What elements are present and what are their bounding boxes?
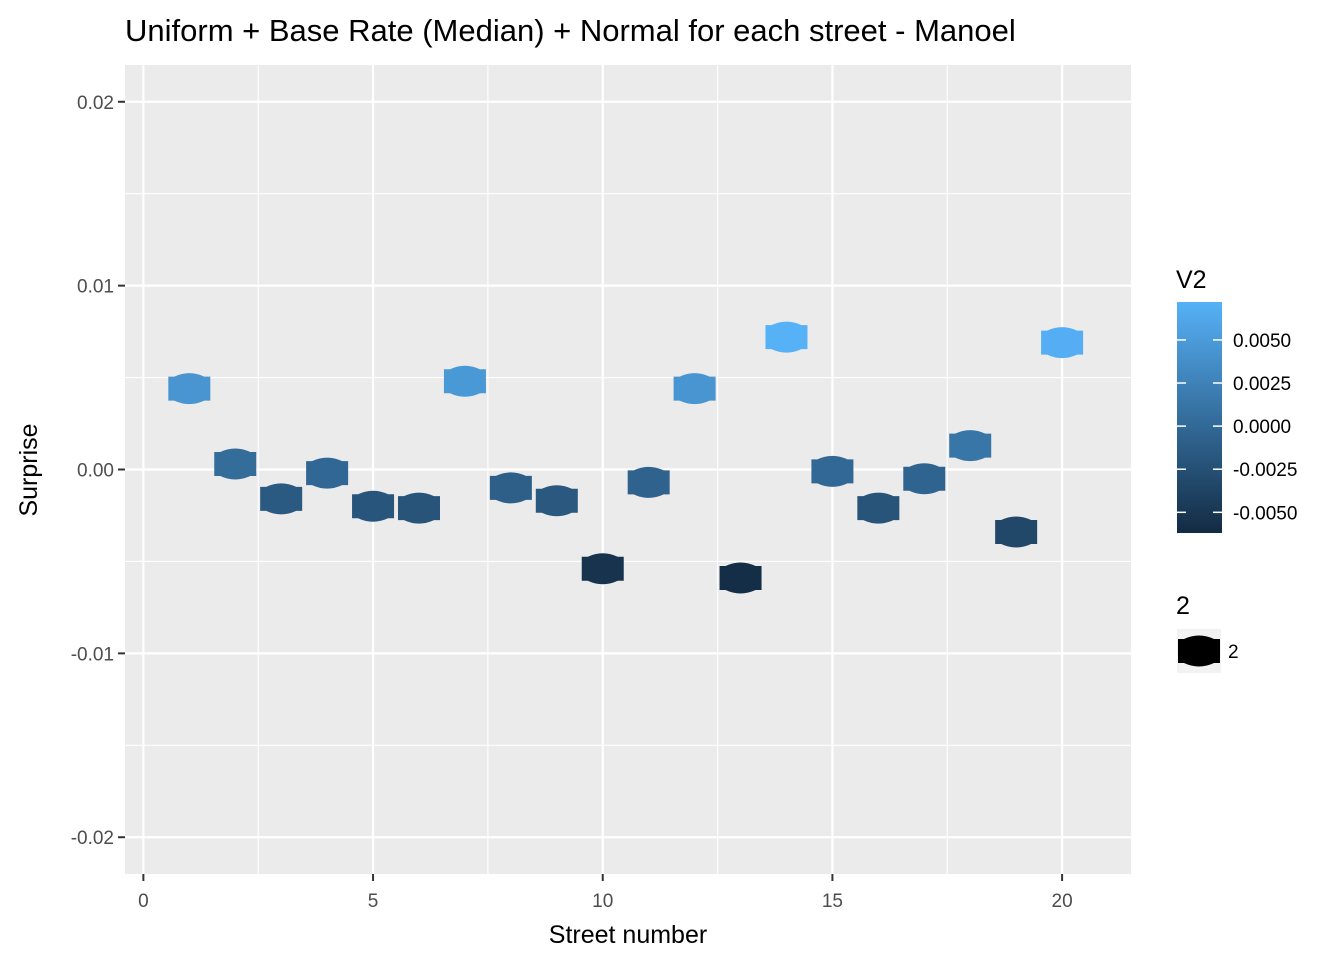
color-legend-bar xyxy=(1177,302,1222,533)
data-point xyxy=(581,553,624,585)
data-point xyxy=(673,373,716,405)
chart-title: Uniform + Base Rate (Median) + Normal fo… xyxy=(125,13,1016,48)
data-point xyxy=(949,430,992,462)
color-legend-tick-label: 0.0025 xyxy=(1233,374,1291,395)
data-point xyxy=(719,562,762,594)
shape-legend-marker xyxy=(1178,635,1220,667)
x-axis-title: Street number xyxy=(549,921,707,949)
y-tick-label: -0.01 xyxy=(71,644,114,665)
color-legend-tick-label: 0.0000 xyxy=(1233,417,1291,438)
color-legend-tick-label: -0.0050 xyxy=(1233,503,1297,524)
data-point xyxy=(168,373,211,405)
color-legend: V2 0.0050 0.0025 0.0000 -0.0025 -0.0050 xyxy=(1176,266,1297,533)
shape-legend-key xyxy=(1178,635,1220,667)
data-points xyxy=(168,321,1084,594)
grid-lines xyxy=(125,65,1131,874)
data-point xyxy=(352,490,395,522)
x-tick-label: 15 xyxy=(822,891,843,912)
data-point xyxy=(489,472,532,504)
data-point xyxy=(443,365,486,397)
color-legend-tick-label: 0.0050 xyxy=(1233,331,1291,352)
shape-legend-title: 2 xyxy=(1176,592,1190,620)
data-point xyxy=(765,321,808,353)
data-point xyxy=(995,516,1038,548)
data-point xyxy=(811,455,854,487)
y-tick-label: 0.01 xyxy=(77,277,114,298)
x-tick-label: 20 xyxy=(1052,891,1073,912)
color-legend-ticks: 0.0050 0.0025 0.0000 -0.0025 -0.0050 xyxy=(1177,331,1297,524)
y-tick-label: 0.02 xyxy=(77,93,114,114)
data-point xyxy=(857,492,900,524)
color-legend-title: V2 xyxy=(1176,266,1207,294)
x-tick-label: 5 xyxy=(368,891,379,912)
data-point xyxy=(903,463,946,495)
x-axis: 0 5 10 15 20 xyxy=(138,874,1073,912)
data-point xyxy=(535,485,578,517)
shape-legend-label: 2 xyxy=(1228,642,1239,663)
y-tick-label: 0.00 xyxy=(77,461,114,482)
x-tick-label: 0 xyxy=(138,891,149,912)
y-axis-title: Surprise xyxy=(15,423,43,516)
data-point xyxy=(397,492,440,524)
data-point xyxy=(260,483,303,515)
y-axis: 0.02 0.01 0.00 -0.01 -0.02 xyxy=(71,93,125,849)
data-point xyxy=(214,448,257,480)
y-tick-label: -0.02 xyxy=(71,828,114,849)
color-legend-tick-label: -0.0025 xyxy=(1233,460,1297,481)
data-point xyxy=(306,457,349,489)
data-point xyxy=(1041,327,1084,359)
data-point xyxy=(627,466,670,498)
shape-legend: 2 2 xyxy=(1176,592,1239,673)
x-tick-label: 10 xyxy=(592,891,613,912)
